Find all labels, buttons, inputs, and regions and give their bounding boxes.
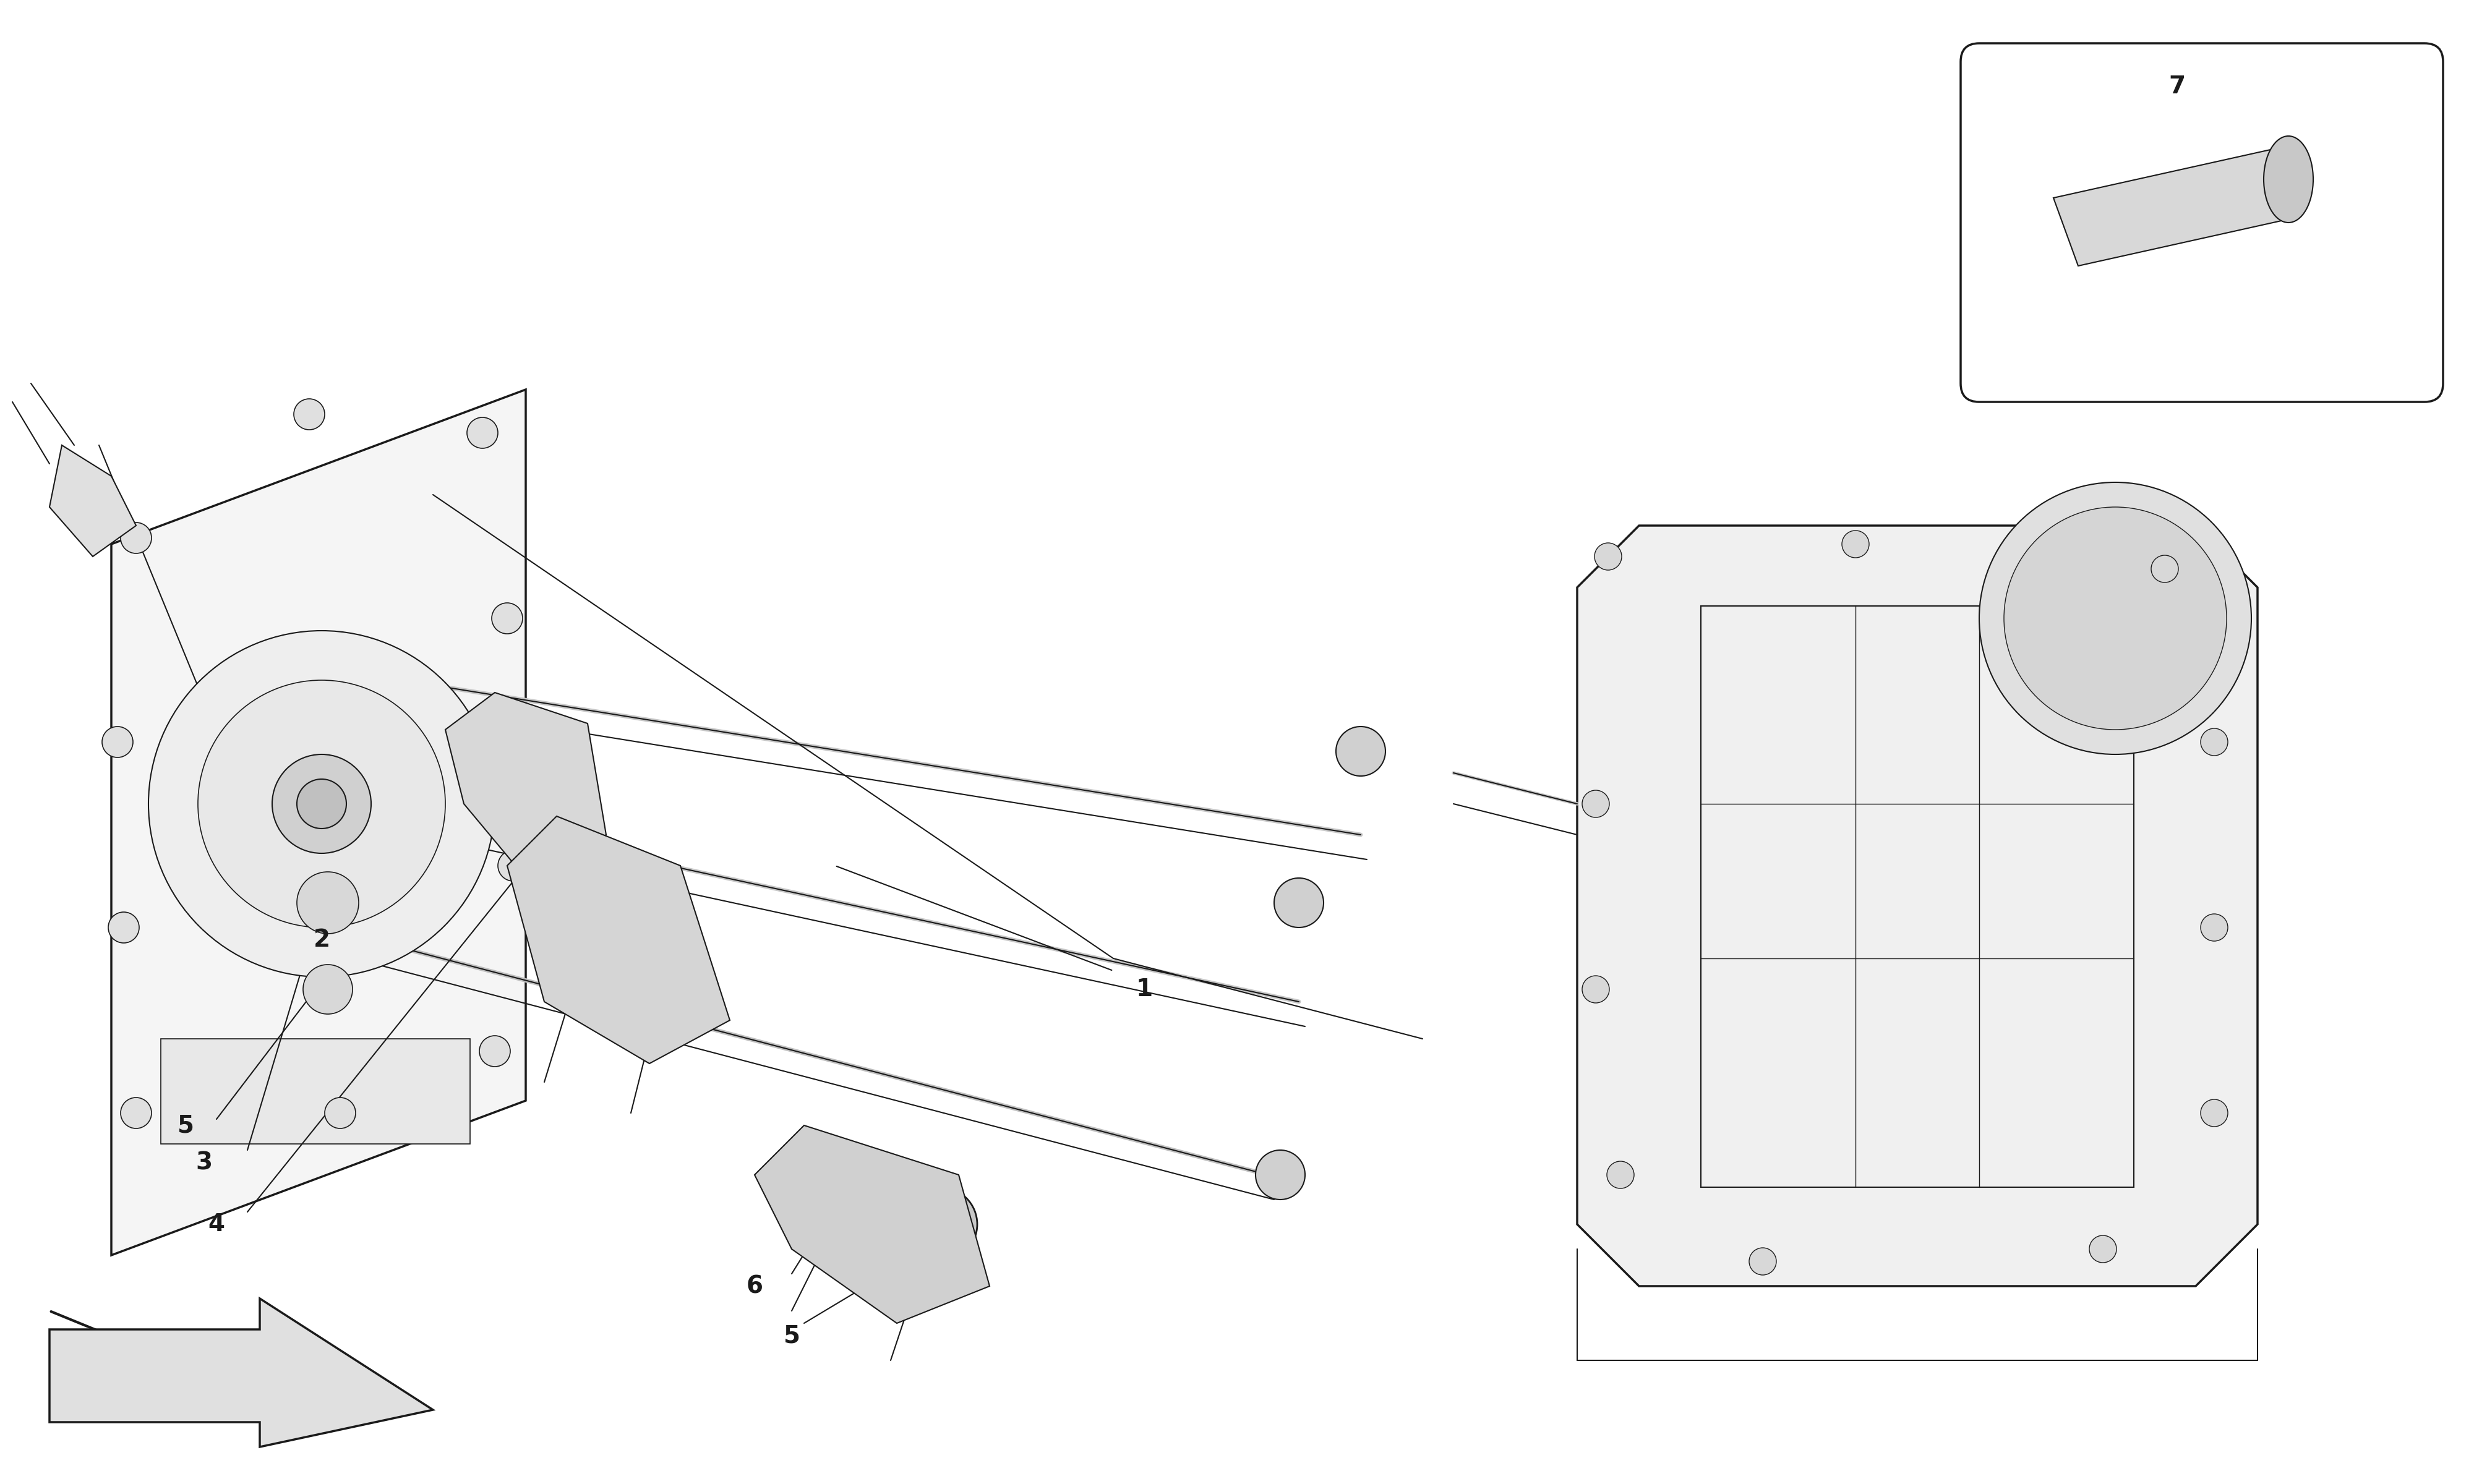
Text: 2: 2 (314, 927, 329, 951)
Circle shape (2276, 144, 2301, 166)
Circle shape (1583, 789, 1608, 818)
Circle shape (302, 965, 354, 1014)
Circle shape (294, 399, 324, 430)
Polygon shape (161, 1039, 470, 1144)
Circle shape (480, 1036, 510, 1067)
Circle shape (2276, 199, 2301, 221)
Text: 6: 6 (747, 1275, 762, 1298)
Circle shape (468, 417, 497, 448)
Circle shape (1257, 1150, 1306, 1199)
Circle shape (497, 850, 529, 881)
Circle shape (1274, 879, 1324, 927)
Text: 7: 7 (2170, 74, 2185, 98)
Circle shape (1979, 482, 2251, 754)
Text: 1: 1 (1136, 978, 1153, 1002)
Circle shape (121, 522, 151, 554)
FancyBboxPatch shape (1962, 43, 2444, 402)
Circle shape (2088, 1235, 2118, 1263)
Polygon shape (755, 1125, 990, 1324)
Circle shape (1583, 976, 1608, 1003)
Polygon shape (445, 693, 606, 879)
Circle shape (198, 680, 445, 927)
Circle shape (2202, 729, 2227, 755)
Circle shape (109, 913, 139, 942)
Circle shape (1593, 543, 1623, 570)
Circle shape (1336, 727, 1385, 776)
Circle shape (272, 754, 371, 853)
Circle shape (2202, 1100, 2227, 1126)
Circle shape (148, 631, 495, 976)
Text: 5: 5 (784, 1324, 799, 1347)
Polygon shape (111, 389, 524, 1255)
Ellipse shape (2264, 137, 2313, 223)
Text: 4: 4 (208, 1212, 225, 1236)
Polygon shape (2053, 148, 2301, 266)
Polygon shape (507, 816, 730, 1064)
Circle shape (920, 1205, 960, 1244)
Circle shape (2152, 555, 2180, 582)
Circle shape (121, 1098, 151, 1128)
Circle shape (101, 727, 134, 757)
Polygon shape (1578, 525, 2256, 1287)
Circle shape (2202, 914, 2227, 941)
Text: 5: 5 (178, 1113, 193, 1137)
Circle shape (1608, 1160, 1633, 1189)
Circle shape (297, 779, 346, 828)
Circle shape (903, 1187, 977, 1261)
Circle shape (1749, 1248, 1776, 1275)
Circle shape (1841, 530, 1870, 558)
Circle shape (297, 871, 359, 933)
Circle shape (324, 1098, 356, 1128)
Circle shape (2004, 508, 2227, 730)
Text: 3: 3 (195, 1150, 213, 1174)
Polygon shape (49, 445, 136, 556)
Polygon shape (49, 1298, 433, 1447)
Circle shape (492, 603, 522, 634)
